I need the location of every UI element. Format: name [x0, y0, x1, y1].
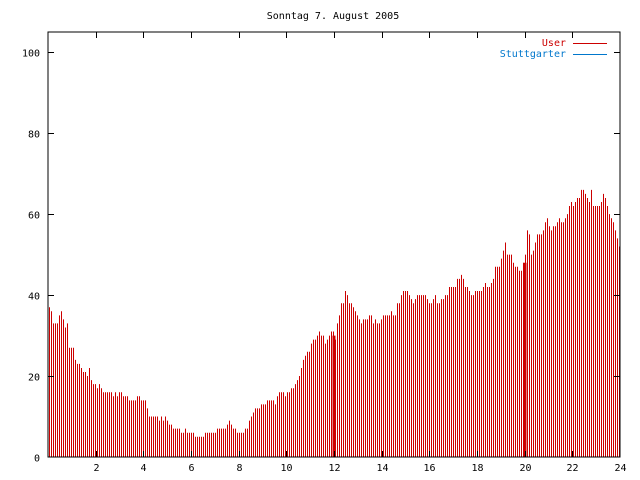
chart-title: Sonntag 7. August 2005	[267, 11, 399, 22]
x-tick-label: 24	[614, 463, 626, 474]
plot-markers	[332, 262, 527, 457]
x-tick-label: 22	[566, 463, 578, 474]
y-tick-label: 0	[34, 454, 40, 465]
x-tick-label: 4	[140, 463, 146, 474]
legend-label: User	[542, 38, 566, 49]
x-tick-label: 6	[188, 463, 194, 474]
x-tick-label: 12	[328, 463, 340, 474]
x-tick-label: 2	[93, 463, 99, 474]
x-tick-label: 10	[280, 463, 292, 474]
y-tick-label: 60	[28, 211, 40, 222]
x-tick-label: 18	[471, 463, 483, 474]
x-tick-label: 14	[376, 463, 388, 474]
legend-label: Stuttgarter	[500, 49, 566, 60]
x-tick-label: 8	[236, 463, 242, 474]
y-tick-label: 40	[28, 292, 40, 303]
y-tick-label: 80	[28, 130, 40, 141]
y-tick-label: 20	[28, 373, 40, 384]
x-tick-label: 16	[423, 463, 435, 474]
plot-bars	[49, 189, 620, 457]
y-tick-label: 100	[22, 49, 40, 60]
y-axis: 0 20 40 60 80 100	[22, 49, 620, 465]
x-axis: 2 4 6 8 10 12 14 16 18 20 22 24	[93, 32, 627, 474]
x-tick-label: 20	[519, 463, 531, 474]
